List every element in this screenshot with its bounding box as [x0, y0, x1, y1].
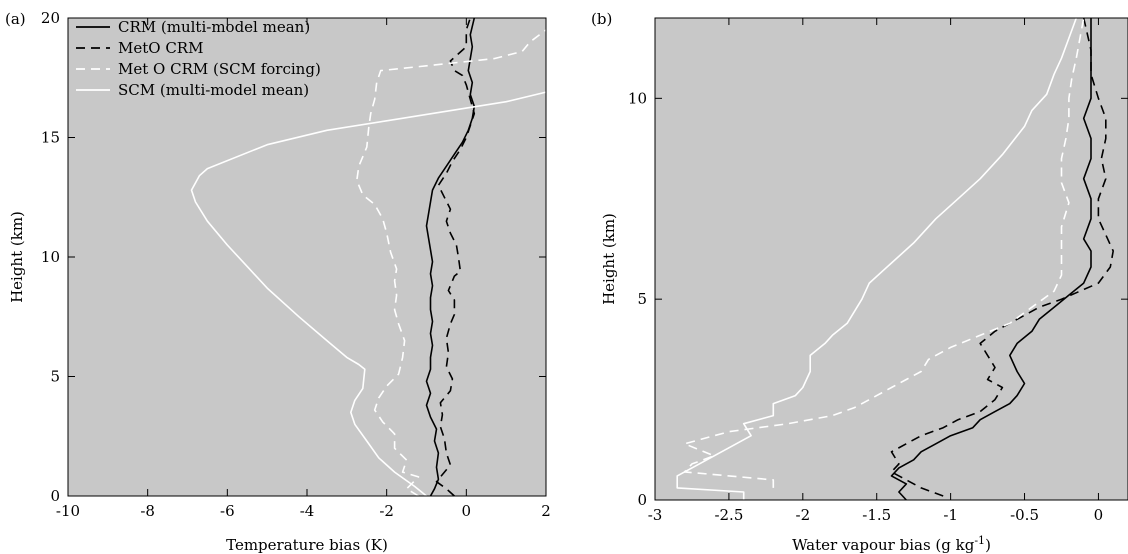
- panel-a-x-tick-label: -4: [300, 502, 315, 520]
- panel-a-x-tick-label: -6: [220, 502, 235, 520]
- panel-a-series-crm-multi-model-mean: [425, 17, 476, 497]
- panel-b-x-axis-title-end: ): [985, 536, 991, 554]
- panel-b-y-tick-label: 0: [637, 491, 647, 509]
- panel-a-x-tick-label: -8: [140, 502, 155, 520]
- panel-b-label: (b): [591, 10, 612, 28]
- panel-b-x-tick-label: -1.5: [862, 506, 891, 524]
- panel-b-plot-area: [655, 18, 1128, 500]
- panel-b-x-tick-label: 0: [1094, 506, 1104, 524]
- panel-b-series-crm-multi-model-mean: [890, 18, 1092, 501]
- panel-a-series-meto-crm: [435, 17, 476, 497]
- panel-a-y-tick-label: 5: [50, 368, 60, 386]
- panel-b-y-tick-label: 5: [637, 290, 647, 308]
- panel-a-y-tick-label: 15: [41, 129, 60, 147]
- panel-b-series-meto-crm: [890, 17, 1114, 497]
- panel-b-y-tick-label: 10: [628, 89, 647, 107]
- panel-a-series-met-o-crm-scm-forcing: [355, 29, 547, 497]
- panel-a-plot-area: [68, 18, 546, 496]
- panel-b-x-tick-label: -1: [943, 506, 958, 524]
- panel-b-x-tick-label: -3: [648, 506, 663, 524]
- panel-b-x-tick-label: -2.5: [714, 506, 743, 524]
- panel-a-label: (a): [5, 10, 26, 28]
- legend-label-scm-multi-model-mean: SCM (multi-model mean): [118, 81, 309, 99]
- panel-b-ticks: -3 -2.5 -2 -1.5 -1 -0.5 0 0 5 10: [628, 18, 1128, 524]
- panel-b-x-axis-title-main: Water vapour bias (g kg: [792, 536, 975, 554]
- panel-a-legend: CRM (multi-model mean) MetO CRM Met O CRM …: [76, 18, 321, 99]
- panel-b-axes-frame: [654, 17, 1128, 501]
- panel-b-series-group: [676, 17, 1114, 501]
- panel-a-x-axis-title: Temperature bias (K): [226, 536, 388, 554]
- legend-label-crm-multi-model-mean: CRM (multi-model mean): [118, 18, 310, 36]
- panel-b-series-scm-multi-model-mean: [676, 17, 1078, 500]
- panel-a-series-group: [190, 17, 547, 497]
- panel-a-y-axis-title: Height (km): [8, 211, 26, 303]
- panel-b-x-axis-title: Water vapour bias (g kg-1): [792, 534, 991, 554]
- panel-a-x-tick-label: -10: [56, 502, 80, 520]
- panel-b-series-met-o-crm-scm-forcing: [683, 17, 1085, 488]
- panel-a-y-tick-label: 20: [41, 9, 60, 27]
- panel-b-water-vapour-bias: -3 -2.5 -2 -1.5 -1 -0.5 0 0 5 10 (b) Water vapour…: [591, 10, 1128, 554]
- panel-a-x-tick-label: 0: [462, 502, 472, 520]
- panel-b-x-axis-title-superscript: -1: [974, 534, 985, 547]
- panel-b-x-tick-label: -0.5: [1010, 506, 1039, 524]
- panel-a-x-tick-label: 2: [541, 502, 551, 520]
- panel-a-series-scm-multi-model-mean: [190, 91, 547, 497]
- panel-b-y-axis-title: Height (km): [600, 213, 618, 305]
- panel-b-x-tick-label: -2: [796, 506, 811, 524]
- legend-label-met-o-crm-scm-forcing: Met O CRM (SCM forcing): [118, 60, 321, 78]
- legend-label-meto-crm: MetO CRM: [118, 39, 203, 57]
- panel-a-y-tick-label: 0: [50, 487, 60, 505]
- panel-a-x-tick-label: -2: [379, 502, 394, 520]
- panel-a-y-tick-label: 10: [41, 248, 60, 266]
